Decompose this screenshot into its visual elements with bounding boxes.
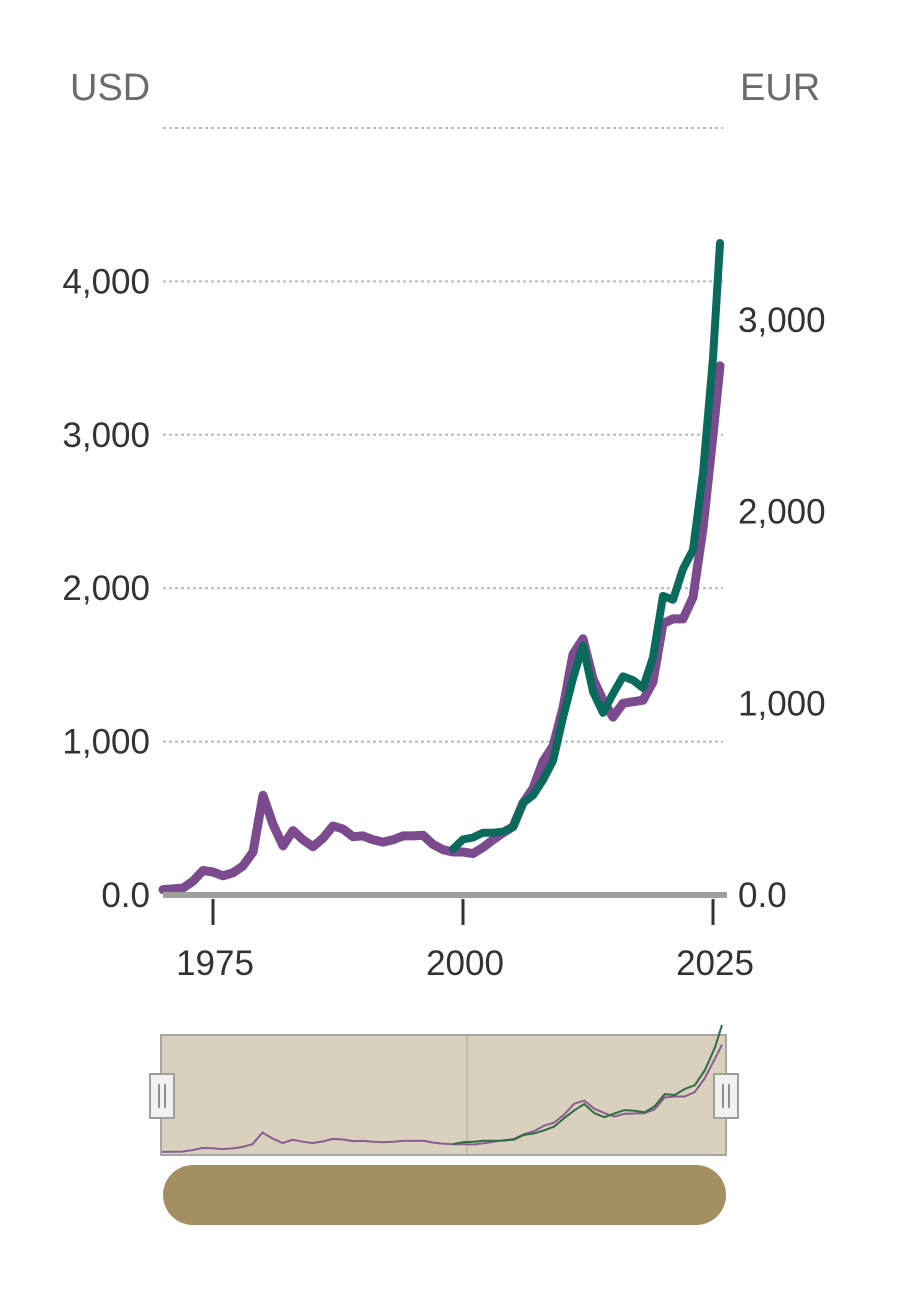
series-line-0 bbox=[158, 361, 725, 895]
x-tick-label-0: 1975 bbox=[176, 944, 254, 983]
left-y-tick-label-4: 4,000 bbox=[62, 262, 150, 301]
right-y-tick-label-3: 3,000 bbox=[738, 301, 826, 340]
navigator-left-handle[interactable] bbox=[149, 1073, 175, 1119]
axes bbox=[163, 892, 727, 925]
right-y-tick-label-1: 1,000 bbox=[738, 684, 826, 723]
navigator-series-0 bbox=[161, 1044, 723, 1153]
right-handle[interactable] bbox=[713, 1073, 739, 1119]
tick-labels: 0.0 1,000 2,000 3,000 4,000 0.0 1,000 2,000 3,00… bbox=[62, 262, 825, 983]
left-y-tick-label-2: 2,000 bbox=[62, 569, 150, 608]
navigator-area[interactable] bbox=[160, 1034, 727, 1156]
series-line-1 bbox=[449, 239, 724, 853]
right-y-tick-label-2: 2,000 bbox=[738, 493, 826, 532]
left-y-tick-label-1: 1,000 bbox=[62, 723, 150, 762]
right-axis-unit-label: EUR bbox=[740, 67, 820, 109]
scrollbar[interactable] bbox=[163, 1165, 726, 1225]
left-axis-unit-label: USD bbox=[70, 67, 150, 109]
left-handle[interactable] bbox=[149, 1073, 175, 1119]
navigator-series-1 bbox=[453, 1024, 723, 1145]
left-y-tick-label-3: 3,000 bbox=[62, 416, 150, 455]
grid-lines bbox=[163, 280, 723, 743]
navigator[interactable] bbox=[149, 1024, 739, 1156]
series-lines bbox=[158, 239, 725, 895]
navigator-right-handle[interactable] bbox=[713, 1073, 739, 1119]
x-tick-label-1: 2000 bbox=[426, 944, 504, 983]
right-y-tick-label-0: 0.0 bbox=[738, 876, 787, 915]
navigator-lines bbox=[161, 1024, 723, 1153]
x-tick-label-2: 2025 bbox=[676, 944, 754, 983]
left-y-tick-label-0: 0.0 bbox=[101, 876, 150, 915]
